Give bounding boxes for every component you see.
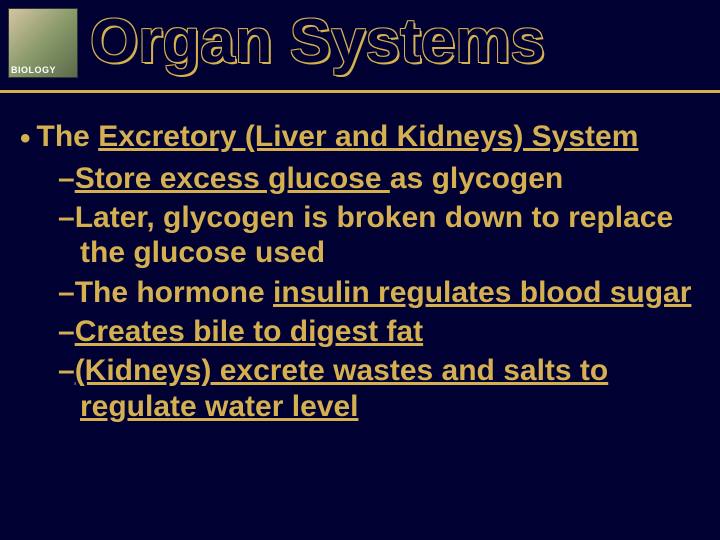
slide-title: Organ Systems	[90, 6, 545, 77]
main-bullet-prefix: The	[37, 120, 99, 153]
main-bullet-underlined: Excretory (Liver and Kidneys) System	[98, 120, 638, 153]
sub-bullet: –The hormone insulin regulates blood sug…	[58, 275, 710, 310]
logo-image: BIOLOGY	[8, 8, 78, 78]
sub-bullet-text: as glycogen	[390, 162, 563, 195]
content-area: • The Excretory (Liver and Kidneys) Syst…	[20, 120, 710, 428]
main-bullet: • The Excretory (Liver and Kidneys) Syst…	[20, 120, 710, 157]
sub-bullet-text: insulin regulates blood sugar	[273, 276, 691, 309]
dash-icon: –	[58, 276, 75, 309]
sub-bullet: –(Kidneys) excrete wastes and salts to r…	[58, 353, 710, 424]
logo-label: BIOLOGY	[11, 65, 56, 75]
sub-bullet-text: Store excess glucose	[75, 162, 390, 195]
sub-bullet: –Later, glycogen is broken down to repla…	[58, 200, 710, 271]
sub-bullet-text: Later, glycogen is broken down to replac…	[75, 201, 673, 269]
sub-bullet: –Store excess glucose as glycogen	[58, 161, 710, 196]
dash-icon: –	[58, 162, 75, 195]
title-divider	[0, 90, 720, 93]
sub-bullet-list: –Store excess glucose as glycogen–Later,…	[58, 161, 710, 425]
sub-bullet-text: (Kidneys) excrete wastes and salts to re…	[75, 354, 609, 422]
sub-bullet: –Creates bile to digest fat	[58, 314, 710, 349]
bullet-dot-icon: •	[20, 122, 31, 157]
dash-icon: –	[58, 315, 75, 348]
sub-bullet-text: Creates bile to digest fat	[75, 315, 423, 348]
sub-bullet-text: The hormone	[75, 276, 273, 309]
dash-icon: –	[58, 201, 75, 234]
dash-icon: –	[58, 354, 75, 387]
main-bullet-text: The Excretory (Liver and Kidneys) System	[37, 120, 639, 155]
